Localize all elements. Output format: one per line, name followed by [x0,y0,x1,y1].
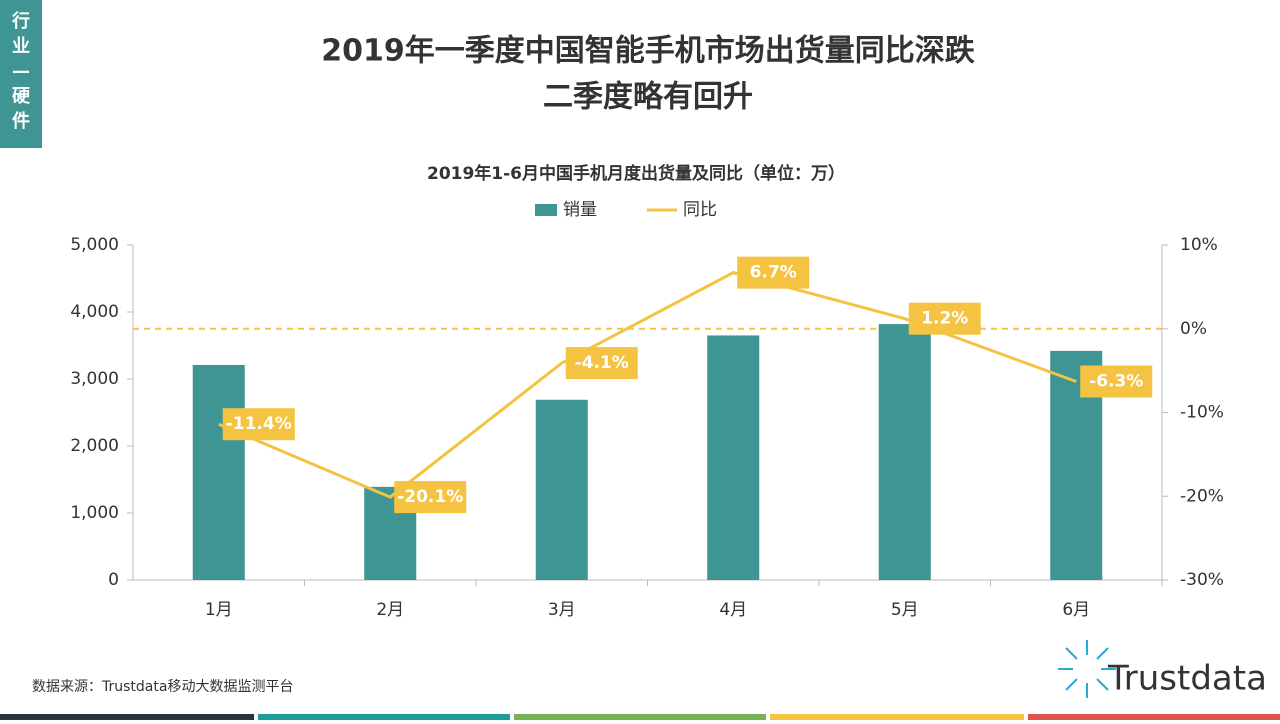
y2-tick-label: 0% [1180,319,1207,339]
y-tick-label: 4,000 [70,302,119,322]
data-label-bg [908,302,981,335]
strip [0,714,254,720]
logo-icon [1058,640,1116,698]
title: 2019年一季度中国智能手机市场出货量同比深跌 [321,34,975,69]
legend-label: 销量 [563,200,597,220]
y-tick-label: 2,000 [70,436,119,456]
data-label: -6.3% [1089,372,1143,392]
title: 二季度略有回升 [543,80,753,115]
x-tick-label: 3月 [548,600,576,620]
x-tick-label: 2月 [376,600,404,620]
data-label-bg [565,347,638,380]
data-label: -11.4% [226,414,292,434]
y2-tick-label: 10% [1180,235,1218,255]
y-tick-label: 3,000 [70,369,119,389]
data-label: -4.1% [575,353,629,373]
bar [878,324,931,580]
y-tick-label: 1,000 [70,503,119,523]
strip [258,714,510,720]
strip [1028,714,1280,720]
data-label-bg [737,256,810,289]
side-tab: 行业—硬件 [11,10,31,132]
side-tab-bg [0,0,42,148]
bar [535,399,588,580]
y-tick-label: 5,000 [70,235,119,255]
y2-tick-label: -20% [1180,486,1224,506]
logo: Trustdata [1107,659,1267,699]
data-label: -20.1% [397,487,463,507]
bar [192,364,245,580]
data-label: 1.2% [921,309,968,329]
strip [514,714,766,720]
legend-swatch [535,204,557,216]
y-tick-label: 0 [108,570,119,590]
chart-title: 2019年1-6月中国手机月度出货量及同比（单位：万） [427,163,845,184]
x-tick-label: 1月 [205,600,233,620]
data-label-bg [394,481,467,514]
data-label-bg [222,408,295,441]
data-label-bg [1080,365,1153,398]
legend-label: 同比 [683,200,717,220]
source: 数据来源：Trustdata移动大数据监测平台 [32,679,293,695]
x-tick-label: 6月 [1062,600,1090,620]
x-tick-label: 4月 [719,600,747,620]
y2-tick-label: -10% [1180,403,1224,423]
strip [770,714,1024,720]
y2-tick-label: -30% [1180,570,1224,590]
x-tick-label: 5月 [891,600,919,620]
bar [707,335,760,580]
data-label: 6.7% [750,263,797,283]
